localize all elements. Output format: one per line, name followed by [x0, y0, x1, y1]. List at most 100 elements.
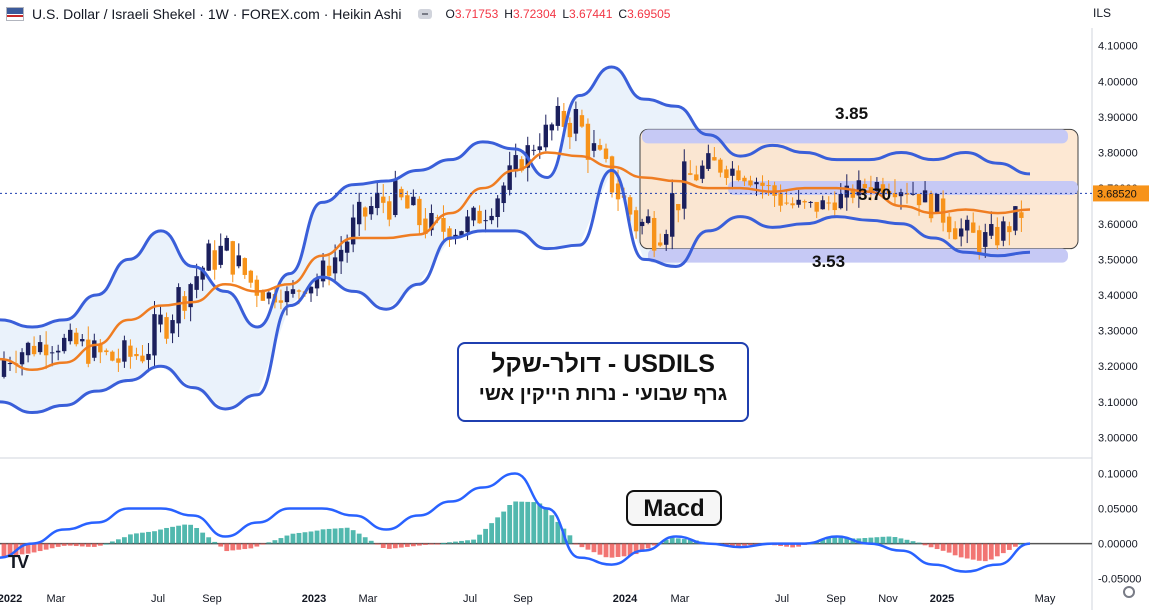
candle-body [555, 105, 561, 126]
candle-body [952, 228, 958, 240]
macd-bar [67, 543, 73, 546]
macd-bar [874, 537, 880, 544]
macd-bar [332, 528, 338, 544]
candle-body [224, 237, 229, 251]
candle-body [519, 159, 524, 171]
candle-body [25, 342, 31, 356]
candle-body [471, 207, 476, 221]
macd-bar [278, 538, 284, 544]
candle-body [188, 284, 193, 308]
macd-bar [898, 538, 904, 544]
candle-body [989, 224, 994, 236]
candle-body [862, 184, 868, 189]
candle-body [730, 168, 735, 176]
candle-body [874, 181, 880, 192]
macd-line [0, 472, 1031, 573]
macd-bar [663, 539, 669, 544]
candle-body [682, 161, 687, 209]
level-band-top [642, 129, 1068, 144]
macd-bar [645, 543, 651, 549]
candle-body [489, 215, 494, 221]
candle-body [965, 219, 970, 231]
candle-body [411, 196, 416, 206]
settings-icon[interactable] [1123, 586, 1135, 598]
candle-body [146, 353, 151, 360]
macd-bar [976, 543, 982, 561]
macd-bar [85, 543, 91, 547]
macd-bar [290, 533, 296, 544]
macd-bar [7, 543, 13, 556]
candle-body [958, 228, 964, 237]
macd-bar [471, 539, 476, 544]
candle-body [290, 289, 296, 294]
level-label-top: 3.85 [835, 104, 869, 123]
macd-bar [513, 501, 519, 544]
last-price-label: 3.68520 [1097, 188, 1137, 200]
candle-body [688, 173, 693, 175]
time-tick-label: Sep [513, 593, 533, 605]
macd-bar [404, 543, 410, 547]
macd-bar [826, 537, 832, 544]
symbol-title[interactable]: U.S. Dollar / Israeli Shekel · 1W · FORE… [32, 6, 402, 22]
macd-bar [892, 537, 898, 544]
candle-body [513, 155, 518, 172]
macd-bar [380, 543, 386, 548]
currency-label[interactable]: ILS [1092, 6, 1111, 20]
candle-body [796, 199, 801, 205]
macd-bar [868, 537, 874, 544]
candle-body [760, 182, 765, 186]
macd-bar [621, 543, 627, 557]
time-tick-label: Sep [202, 593, 222, 605]
macd-bar [260, 543, 266, 545]
macd-bar [675, 538, 681, 544]
macd-bar [838, 537, 844, 544]
candle-body [591, 143, 597, 151]
macd-bar [314, 530, 320, 544]
macd-bar [19, 543, 25, 555]
price-tick-label: 3.20000 [1098, 361, 1138, 373]
candle-body [164, 317, 169, 339]
macd-bar [326, 528, 332, 544]
macd-bar [736, 543, 741, 547]
candle-body [218, 245, 223, 265]
chart-header: U.S. Dollar / Israeli Shekel · 1W · FORE… [0, 0, 1090, 28]
visibility-icon[interactable] [417, 9, 432, 19]
macd-bar [109, 541, 115, 544]
price-tick-label: 3.30000 [1098, 326, 1138, 338]
price-tick-label: 3.60000 [1098, 219, 1138, 231]
macd-tick-label: 0.10000 [1098, 469, 1138, 481]
macd-bar [495, 517, 501, 544]
candle-body [477, 210, 482, 224]
macd-bar [182, 524, 187, 544]
macd-bar [748, 543, 753, 546]
macd-bar [429, 543, 434, 545]
candle-body [363, 207, 368, 217]
candle-body [381, 196, 386, 203]
candle-body [429, 213, 434, 231]
macd-bar [308, 531, 314, 544]
candle-body [567, 122, 573, 138]
time-tick-label: Sep [826, 593, 846, 605]
candle-body [104, 350, 109, 353]
candle-body [447, 228, 452, 240]
price-tick-label: 3.00000 [1098, 432, 1138, 444]
macd-bar [567, 535, 573, 544]
macd-bar [687, 539, 693, 544]
candle-body [344, 241, 350, 253]
macd-bar [784, 543, 789, 547]
macd-bar [284, 535, 290, 544]
macd-bar [465, 540, 470, 544]
candle-body [423, 218, 428, 235]
macd-bar [43, 543, 49, 550]
macd-bar [922, 543, 928, 546]
macd-tick-label: 0.00000 [1098, 539, 1138, 551]
ohlc-open-key: O [445, 7, 455, 21]
macd-bar [928, 543, 934, 548]
candle-body [1, 359, 7, 377]
candle-body [483, 220, 488, 222]
moving-average-line [0, 151, 1031, 372]
time-tick-label: Jul [151, 593, 165, 605]
candle-body [983, 232, 988, 247]
candle-body [531, 149, 536, 151]
